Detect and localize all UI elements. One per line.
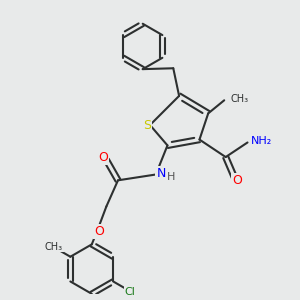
Text: H: H <box>167 172 175 182</box>
Text: Cl: Cl <box>124 287 135 297</box>
Text: S: S <box>143 118 151 131</box>
Text: N: N <box>156 167 166 179</box>
Text: CH₃: CH₃ <box>45 242 63 251</box>
Text: O: O <box>232 174 242 187</box>
Text: NH₂: NH₂ <box>250 136 272 146</box>
Text: O: O <box>98 151 108 164</box>
Text: CH₃: CH₃ <box>231 94 249 104</box>
Text: O: O <box>94 225 104 238</box>
